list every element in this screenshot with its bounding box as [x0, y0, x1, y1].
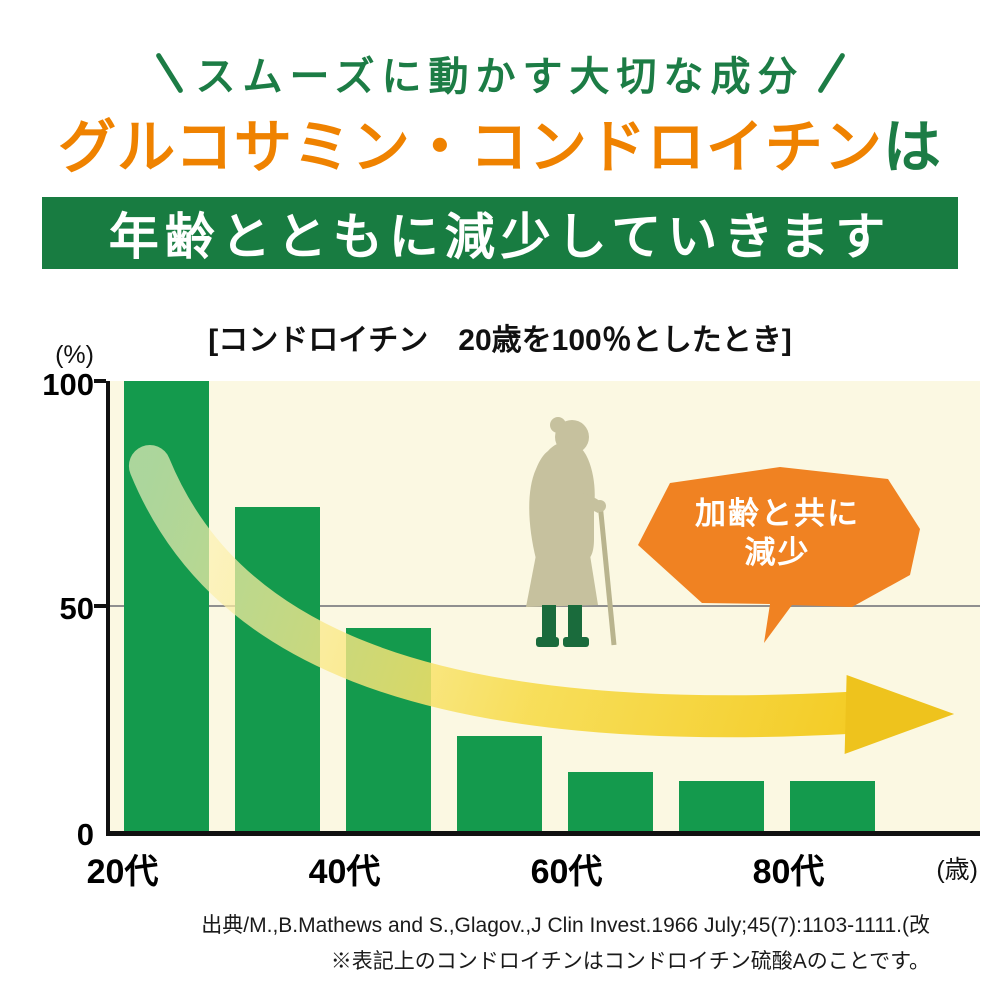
- tagline: スムーズに動かす大切な成分: [0, 44, 1000, 102]
- y-axis: (%) 100 50 0: [40, 341, 106, 850]
- banner: 年齢とともに減少していきます: [42, 196, 958, 269]
- x-tick-empty: [635, 844, 720, 893]
- chart-title: [コンドロイチン 20歳を100％としたとき]: [208, 323, 792, 357]
- y-tick-100: 100: [42, 366, 94, 402]
- elderly-person-silhouette-icon: [526, 416, 617, 647]
- bar-50代: [457, 736, 542, 831]
- chart: (%) 100 50 0: [40, 341, 980, 850]
- banner-text: 年齢とともに減少していきます: [108, 208, 892, 265]
- bar-80代: [790, 781, 875, 831]
- bar-40代: [346, 628, 431, 831]
- tagline-text: スムーズに動かす大切な成分: [195, 54, 805, 99]
- y-tick-0: 0: [76, 816, 94, 852]
- main-title: グルコサミン・コンドロイチンは: [0, 115, 1000, 181]
- bar-slot-30代: [235, 381, 320, 831]
- x-tick-40代: 40代: [308, 852, 381, 891]
- x-tick-empty: [413, 844, 498, 893]
- x-axis: 20代 40代 60代 80代 (歳): [66, 836, 1000, 893]
- annotation-line2: 減少: [744, 534, 811, 570]
- x-tick-20代: 20代: [86, 852, 159, 891]
- bar-slot-60代: [568, 381, 653, 831]
- bar-20代: [124, 380, 209, 831]
- x-axis-unit: (歳): [936, 855, 978, 884]
- x-tick-80代: 80代: [752, 852, 825, 891]
- y-tick-50: 50: [59, 591, 94, 627]
- annotation-bubble: 加齢と共に 減少: [630, 457, 925, 647]
- x-tick-empty: [191, 844, 276, 893]
- main-title-orange: グルコサミン・コンドロイチン: [58, 115, 883, 180]
- footnote: ※表記上のコンドロイチンはコンドロイチン硫酸Aのことです。: [330, 949, 930, 973]
- y-axis-unit: (%): [55, 340, 94, 369]
- x-tick-60代: 60代: [530, 852, 603, 891]
- decor-slash-right-icon: [816, 52, 846, 94]
- bar-slot-70代: [679, 381, 764, 831]
- bar-slot-40代: [346, 381, 431, 831]
- y-tickmark-100: [94, 378, 106, 383]
- bar-slot-20代: [124, 380, 209, 831]
- annotation-text: 加齢と共に 減少: [630, 495, 925, 573]
- bar-70代: [679, 781, 764, 831]
- annotation-line1: 加齢と共に: [695, 495, 860, 531]
- y-tickmark-50: [94, 603, 106, 608]
- bar-slot-50代: [457, 381, 542, 831]
- bar-slot-80代: [790, 381, 875, 831]
- decor-slash-left-icon: [154, 52, 184, 94]
- plot-area: 加齢と共に 減少: [94, 378, 980, 836]
- bar-30代: [235, 506, 320, 831]
- bar-60代: [568, 772, 653, 831]
- main-title-suffix: は: [882, 115, 942, 180]
- source-citation: 出典/M.,B.Mathews and S.,Glagov.,J Clin In…: [201, 913, 930, 937]
